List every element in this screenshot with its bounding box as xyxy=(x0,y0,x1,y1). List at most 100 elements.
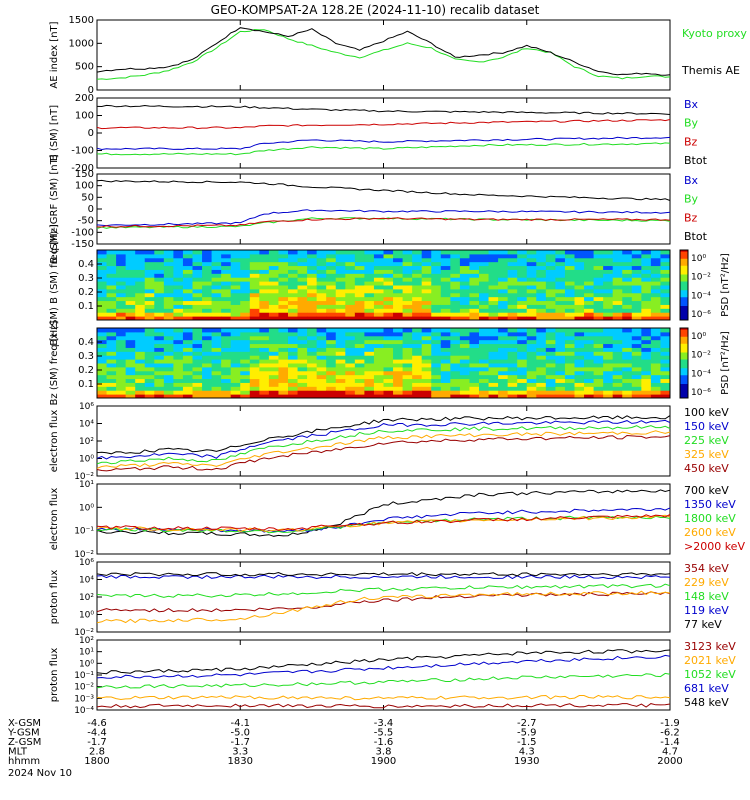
heatmap-cell xyxy=(278,269,289,274)
heatmap-cell xyxy=(593,265,604,270)
heatmap-cell xyxy=(249,343,260,348)
heatmap-cell xyxy=(383,253,394,259)
heatmap-cell xyxy=(450,312,461,317)
heatmap-cell xyxy=(545,386,556,391)
ephemeris-row-label: MLT xyxy=(8,747,28,758)
heatmap-cell xyxy=(335,355,346,360)
heatmap-cell xyxy=(125,257,136,263)
heatmap-cell xyxy=(412,359,423,364)
heatmap-cell xyxy=(574,331,585,337)
heatmap-cell xyxy=(364,382,375,387)
heatmap-cell xyxy=(593,250,604,255)
heatmap-cell xyxy=(278,253,289,259)
heatmap-cell xyxy=(631,265,642,270)
heatmap-cell xyxy=(373,288,384,294)
heatmap-cell xyxy=(507,331,518,337)
heatmap-cell xyxy=(507,304,518,309)
heatmap-cell xyxy=(240,394,251,399)
heatmap-cell xyxy=(297,386,308,391)
heatmap-cell xyxy=(144,335,155,341)
ephemeris-value: -1.9 xyxy=(660,718,680,729)
heatmap-cell xyxy=(268,370,279,376)
legend-entry: 148 keV xyxy=(684,590,729,603)
heatmap-cell xyxy=(307,370,318,376)
heatmap-cell xyxy=(641,351,652,356)
heatmap-cell xyxy=(211,265,222,270)
heatmap-cell xyxy=(421,378,432,383)
heatmap-cell xyxy=(536,261,547,267)
heatmap-cell xyxy=(383,363,394,368)
heatmap-cell xyxy=(488,308,499,313)
heatmap-cell xyxy=(593,370,604,376)
heatmap-cell xyxy=(135,394,146,399)
heatmap-cell xyxy=(173,331,184,337)
heatmap-cell xyxy=(469,328,480,333)
heatmap-cell xyxy=(612,343,623,348)
heatmap-cell xyxy=(163,292,174,298)
heatmap-cell xyxy=(230,277,241,282)
heatmap-cell xyxy=(144,378,155,383)
heatmap-cell xyxy=(354,285,365,290)
heatmap-cell xyxy=(144,359,155,364)
heatmap-cell xyxy=(584,296,595,302)
heatmap-cell xyxy=(163,304,174,309)
heatmap-cell xyxy=(316,328,327,333)
heatmap-cell xyxy=(144,300,155,305)
heatmap-cell xyxy=(488,382,499,387)
heatmap-cell xyxy=(163,328,174,333)
heatmap-cell xyxy=(173,316,184,321)
heatmap-cell xyxy=(555,300,566,305)
heatmap-cell xyxy=(173,347,184,352)
heatmap-cell xyxy=(230,351,241,356)
colorbar-cell xyxy=(680,382,688,385)
heatmap-cell xyxy=(230,296,241,302)
heatmap-cell xyxy=(584,331,595,337)
heatmap-cell xyxy=(135,273,146,278)
heatmap-cell xyxy=(440,390,451,395)
heatmap-cell xyxy=(612,363,623,368)
heatmap-cell xyxy=(125,288,136,294)
heatmap-cell xyxy=(622,308,633,313)
heatmap-cell xyxy=(564,343,575,348)
heatmap-cell xyxy=(431,261,442,267)
heatmap-cell xyxy=(383,386,394,391)
heatmap-cell xyxy=(116,285,127,290)
heatmap-cell xyxy=(536,370,547,376)
heatmap-cell xyxy=(574,386,585,391)
heatmap-cell xyxy=(106,394,117,399)
heatmap-cell xyxy=(211,390,222,395)
heatmap-cell xyxy=(173,300,184,305)
heatmap-cell xyxy=(211,382,222,387)
heatmap-cell xyxy=(440,328,451,333)
heatmap-cell xyxy=(202,296,213,302)
heatmap-cell xyxy=(507,281,518,286)
heatmap-cell xyxy=(469,288,480,294)
heatmap-cell xyxy=(650,253,661,259)
heatmap-cell xyxy=(498,374,509,380)
heatmap-cell xyxy=(393,285,404,290)
heatmap-cell xyxy=(144,370,155,376)
heatmap-cell xyxy=(354,339,365,345)
heatmap-cell xyxy=(192,366,203,372)
heatmap-cell xyxy=(631,253,642,259)
heatmap-cell xyxy=(421,343,432,348)
heatmap-cell xyxy=(211,257,222,263)
heatmap-cell xyxy=(259,355,270,360)
heatmap-cell xyxy=(211,386,222,391)
heatmap-cell xyxy=(202,335,213,341)
heatmap-cell xyxy=(660,343,671,348)
heatmap-cell xyxy=(373,265,384,270)
heatmap-cell xyxy=(622,339,633,345)
panel-frame xyxy=(96,405,671,477)
panel-frame xyxy=(96,327,671,399)
heatmap-cell xyxy=(631,343,642,348)
ephemeris-value: -1.4 xyxy=(660,737,680,748)
heatmap-cell xyxy=(526,363,537,368)
heatmap-cell xyxy=(459,390,470,395)
heatmap-cell xyxy=(402,343,413,348)
heatmap-cell xyxy=(230,300,241,305)
heatmap-cell xyxy=(335,273,346,278)
heatmap-cell xyxy=(259,277,270,282)
heatmap-cell xyxy=(660,273,671,278)
heatmap-cell xyxy=(517,253,528,259)
